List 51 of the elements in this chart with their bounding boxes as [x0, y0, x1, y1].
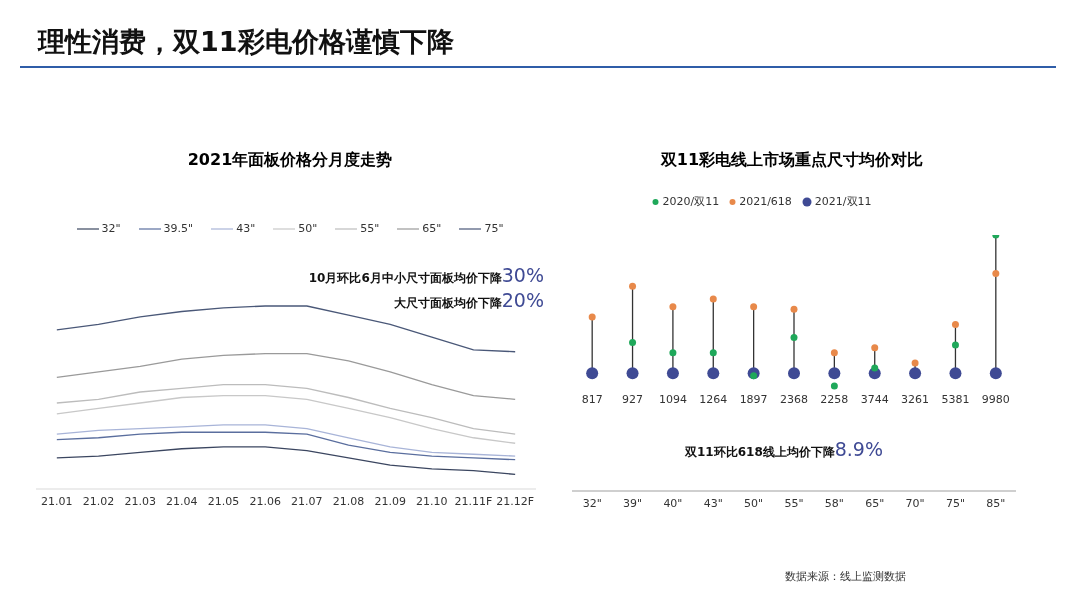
source-note: 数据来源：线上监测数据	[785, 569, 906, 584]
x-tick-label: 21.05	[207, 494, 240, 508]
x-tick-label: 21.02	[82, 494, 115, 508]
legend-label: 2021/双11	[813, 194, 872, 209]
x-tick-label: 85"	[986, 496, 1006, 510]
annotation: 5381	[940, 393, 971, 406]
legend-label: 50"	[297, 222, 318, 235]
annotation: 817	[580, 393, 604, 406]
x-tick-label: 55"	[784, 496, 804, 510]
legend-label: 75"	[483, 222, 504, 235]
x-tick-label: 21.07	[291, 494, 323, 508]
legend-label: 43"	[235, 222, 256, 235]
x-tick-label: 43"	[703, 496, 723, 510]
x-tick-label: 21.12F	[496, 494, 535, 508]
x-tick-label: 58"	[824, 496, 844, 510]
x-tick-label: 21.06	[249, 494, 281, 508]
legend-label: 55"	[359, 222, 380, 235]
x-tick-label: 40"	[663, 496, 683, 510]
legend-label: 39.5"	[162, 222, 194, 235]
legend-label: 2021/618	[738, 194, 792, 209]
x-tick-label: 21.09	[374, 494, 406, 508]
x-tick-label: 21.04	[166, 494, 198, 508]
annotation: 9980	[980, 393, 1011, 406]
chart-title: 双11彩电线上市场重点尺寸均价对比	[659, 150, 925, 171]
annotation: 大尺寸面板均价下降20%	[393, 289, 544, 311]
x-tick-label: 70"	[905, 496, 925, 510]
legend-label: 65"	[421, 222, 442, 235]
text: 10月环比6月中小尺寸面板均价下降30%	[308, 264, 544, 286]
annotation: 927	[621, 393, 645, 406]
annotation: 3261	[900, 393, 931, 406]
legend-label: 32"	[100, 222, 121, 235]
annotation: 双11环比618线上均价下降8.9%	[684, 438, 884, 460]
annotation: 1094	[657, 393, 688, 406]
annotation: 2258	[819, 393, 850, 406]
x-tick-label: 65"	[865, 496, 885, 510]
x-tick-label: 75"	[945, 496, 965, 510]
annotation: 1264	[698, 393, 729, 406]
x-tick-label: 21.11F	[454, 494, 493, 508]
x-tick-label: 21.10	[416, 494, 448, 508]
x-tick-label: 39"	[623, 496, 643, 510]
x-tick-label: 21.08	[332, 494, 365, 508]
x-tick-label: 50"	[744, 496, 764, 510]
annotation: 3744	[859, 393, 890, 406]
text: 理性消费，双11彩电价格谨慎下降	[38, 25, 454, 59]
annotation: 2368	[779, 393, 809, 406]
x-tick-label: 32"	[582, 496, 602, 510]
annotation: 1897	[738, 393, 769, 406]
chart-title: 2021年面板价格分月度走势	[186, 150, 394, 171]
legend-label: 2020/双11	[661, 194, 720, 209]
x-tick-label: 21.03	[124, 494, 156, 508]
x-tick-label: 21.01	[41, 494, 73, 508]
